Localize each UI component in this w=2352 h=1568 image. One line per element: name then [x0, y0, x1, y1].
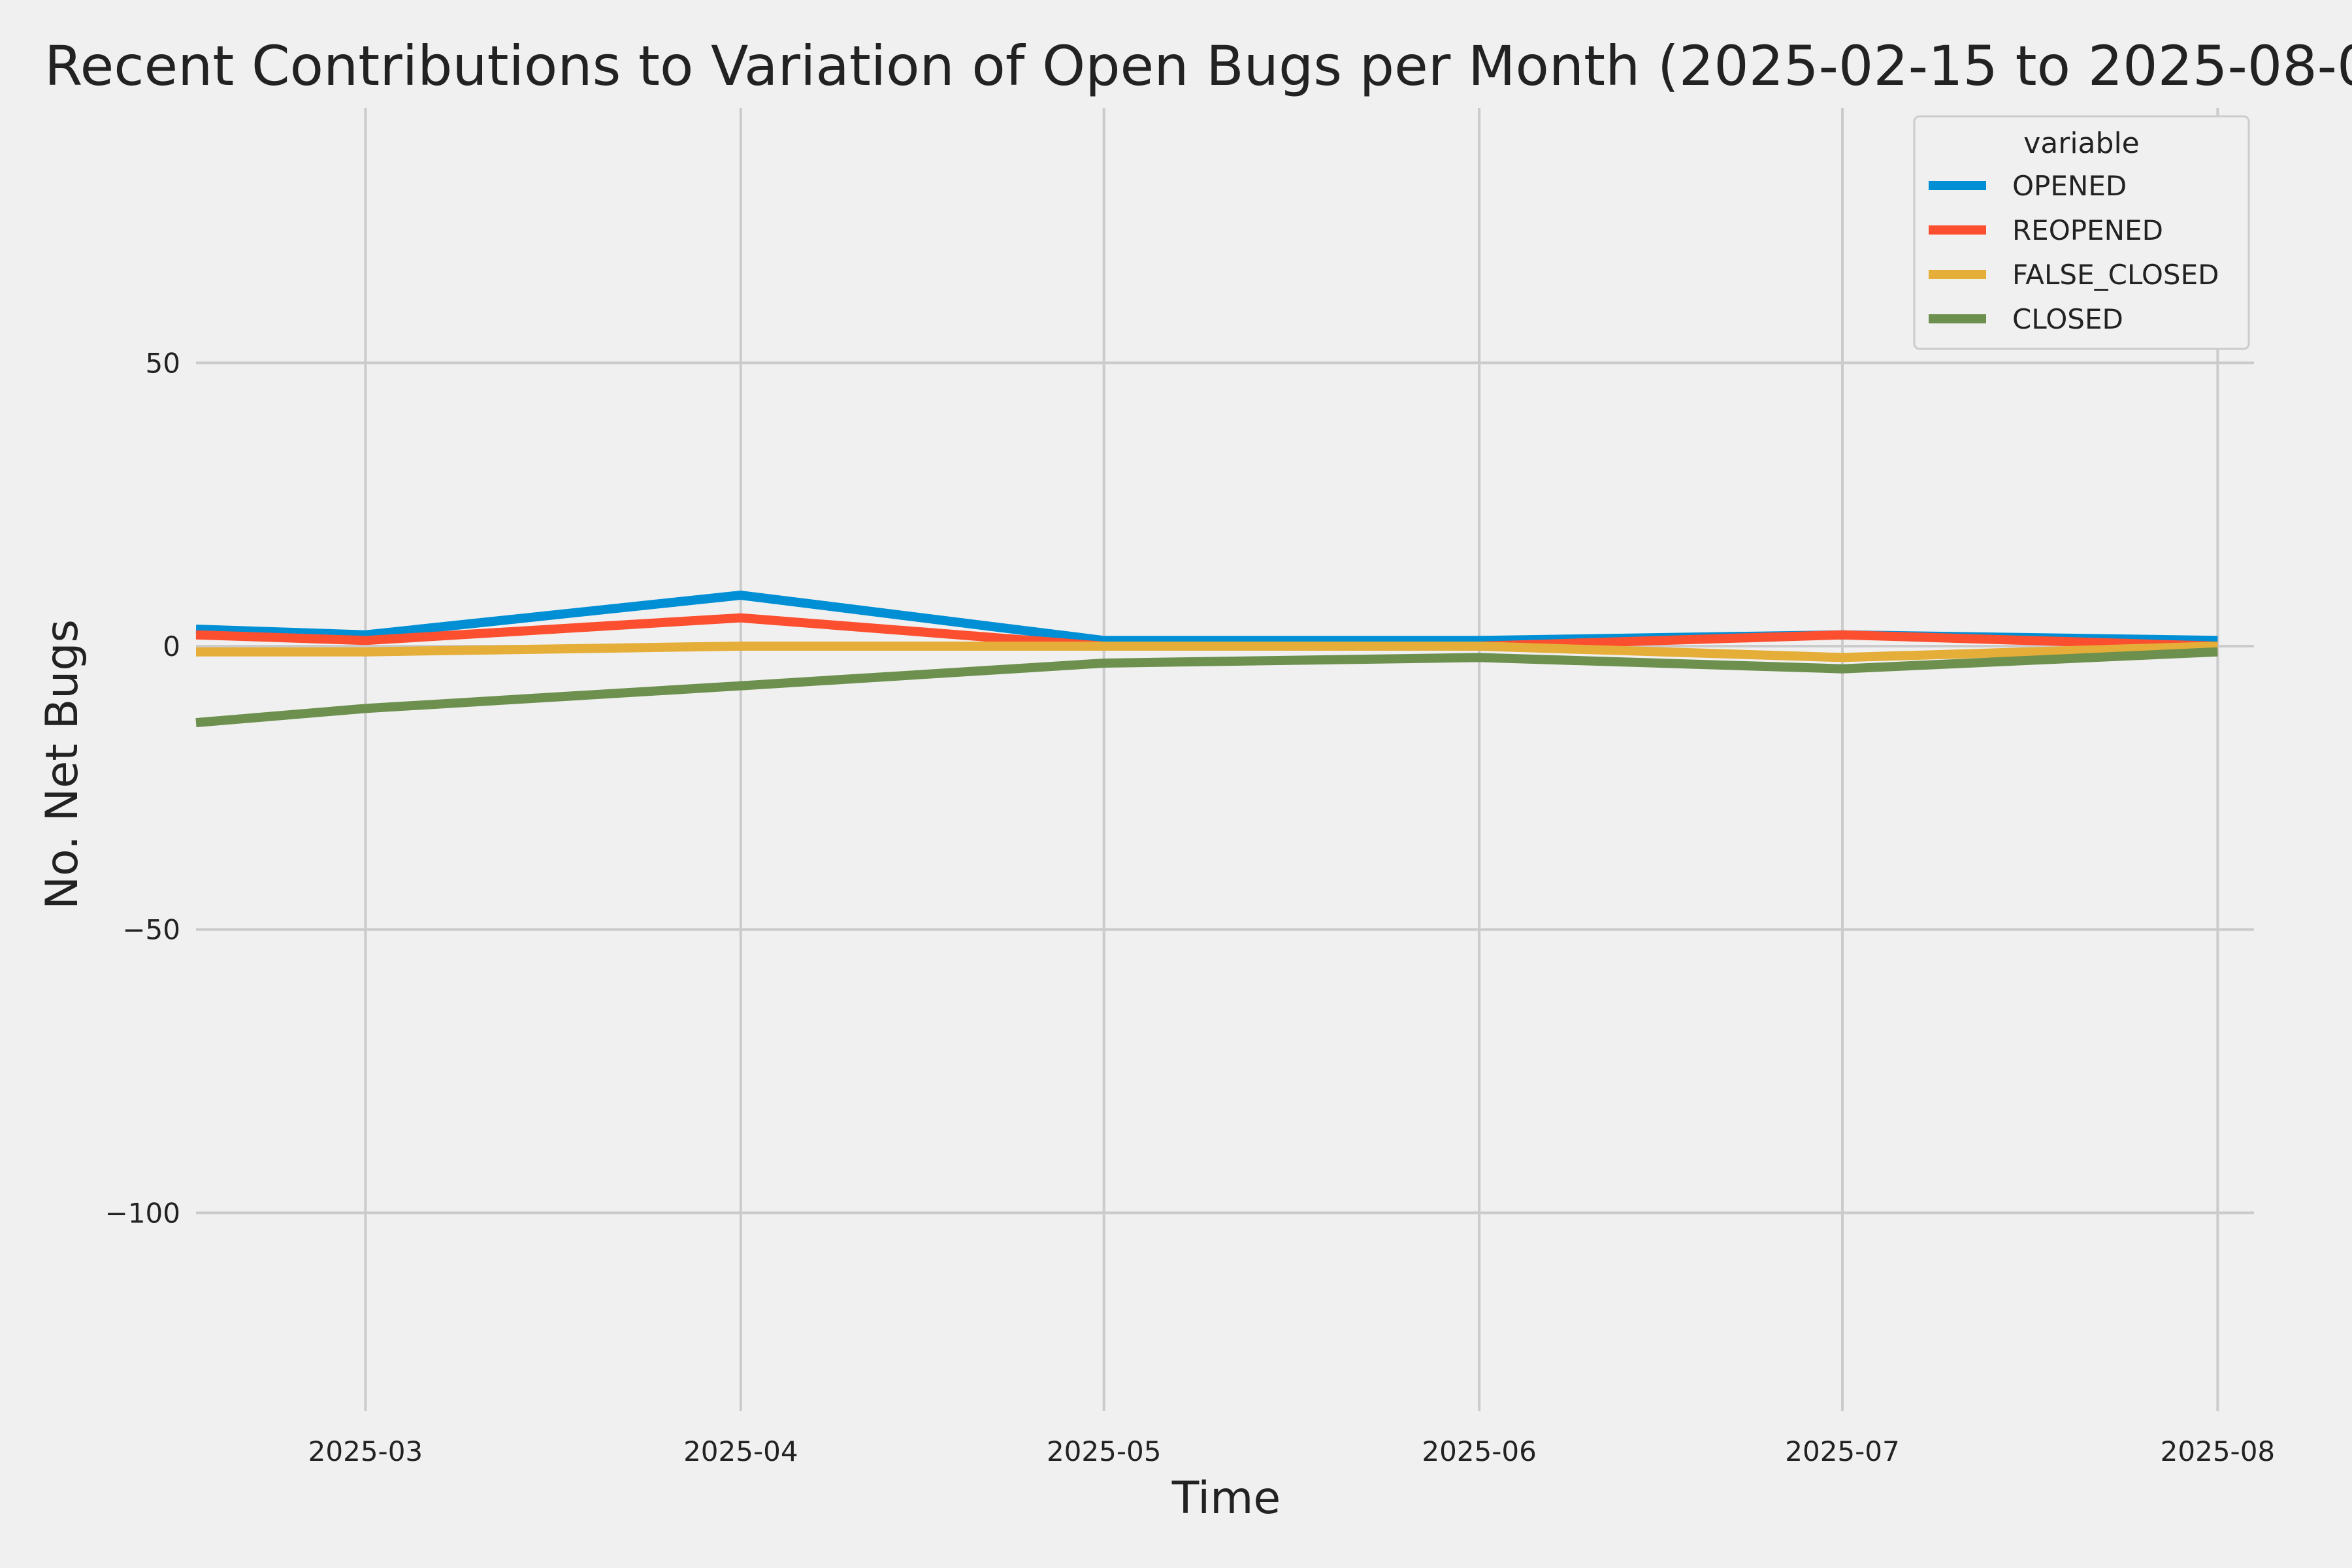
y-tick-label: 50	[146, 347, 180, 379]
legend-entry: REOPENED	[2012, 214, 2163, 246]
series-lines	[195, 591, 2218, 728]
plot-area	[196, 108, 2254, 1411]
legend-items: OPENED REOPENED FALSE_CLOSED CLOSED	[1929, 170, 2219, 335]
legend-entry: CLOSED	[2012, 303, 2123, 335]
y-tick-label: −50	[122, 914, 180, 946]
legend-title: variable	[2023, 127, 2140, 160]
series-line-false-closed	[196, 642, 2218, 662]
legend-entry: OPENED	[2012, 170, 2127, 202]
x-axis-label: Time	[1171, 1473, 1281, 1524]
y-tick-label: −100	[105, 1197, 180, 1229]
legend-box	[1913, 115, 2250, 350]
x-tick-label: 2025-08	[2161, 1435, 2276, 1467]
x-tick-label: 2025-06	[1422, 1435, 1537, 1467]
series-line-closed	[195, 647, 2218, 728]
x-tick-label: 2025-07	[1785, 1435, 1900, 1467]
x-tick-labels: 2025-03 2025-04 2025-05 2025-06 2025-07 2025-…	[308, 1435, 2276, 1467]
y-axis-label: No. Net Bugs	[37, 619, 88, 909]
x-tick-label: 2025-05	[1047, 1435, 1162, 1467]
chart-title: Recent Contributions to Variation of Ope…	[44, 34, 2352, 98]
x-tick-label: 2025-03	[308, 1435, 423, 1467]
y-tick-label: 0	[163, 630, 180, 662]
legend: variable OPENED REOPENED FALSE_CLOSED CLOSE…	[1913, 115, 2250, 350]
x-tick-label: 2025-04	[683, 1435, 798, 1467]
y-tick-labels: 50 0 −50 −100	[105, 347, 180, 1229]
legend-entry: FALSE_CLOSED	[2012, 259, 2219, 291]
